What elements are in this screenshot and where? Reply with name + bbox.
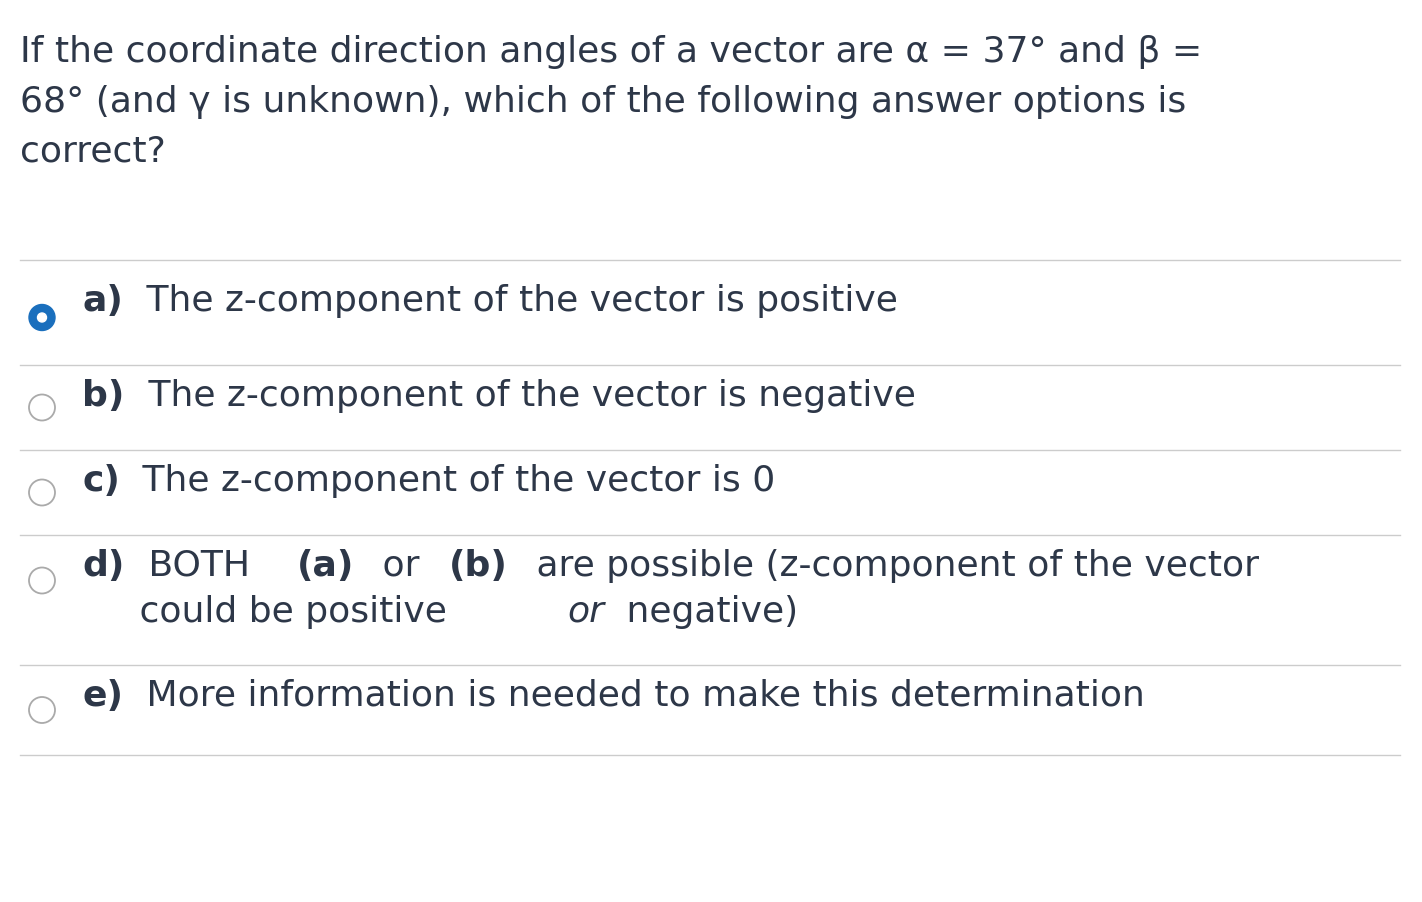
Circle shape: [37, 313, 47, 322]
Circle shape: [28, 567, 55, 594]
Text: BOTH: BOTH: [137, 549, 262, 583]
Text: The z-component of the vector is 0: The z-component of the vector is 0: [131, 464, 775, 498]
Text: a): a): [82, 284, 122, 318]
Circle shape: [28, 394, 55, 420]
Text: (b): (b): [449, 549, 508, 583]
Text: or: or: [371, 549, 431, 583]
Text: The z-component of the vector is positive: The z-component of the vector is positiv…: [135, 284, 897, 318]
Text: The z-component of the vector is negative: The z-component of the vector is negativ…: [137, 379, 916, 413]
Text: e): e): [82, 679, 122, 713]
Text: negative): negative): [616, 595, 799, 629]
Text: 68° (and γ is unknown), which of the following answer options is: 68° (and γ is unknown), which of the fol…: [20, 85, 1186, 119]
Text: More information is needed to make this determination: More information is needed to make this …: [135, 679, 1145, 713]
Text: d): d): [82, 549, 124, 583]
Circle shape: [28, 305, 55, 330]
Text: are possible (z-component of the vector: are possible (z-component of the vector: [525, 549, 1258, 583]
Text: c): c): [82, 464, 119, 498]
Circle shape: [28, 480, 55, 505]
Text: or: or: [567, 595, 604, 629]
Text: (a): (a): [297, 549, 354, 583]
Text: b): b): [82, 379, 124, 413]
Text: could be positive: could be positive: [82, 595, 458, 629]
Text: If the coordinate direction angles of a vector are α = 37° and β =: If the coordinate direction angles of a …: [20, 35, 1202, 69]
Text: correct?: correct?: [20, 135, 166, 169]
Circle shape: [28, 697, 55, 723]
